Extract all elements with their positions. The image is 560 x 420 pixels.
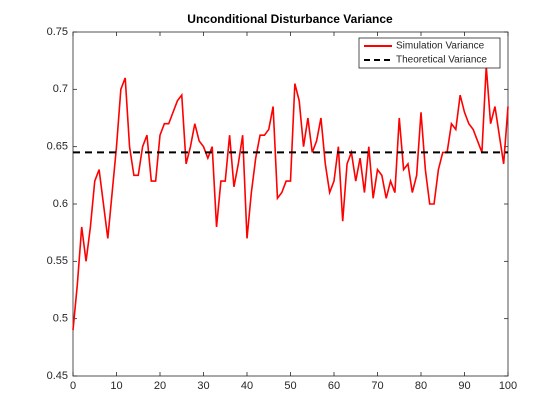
chart-title: Unconditional Disturbance Variance (187, 12, 393, 26)
x-tick-label: 10 (110, 380, 122, 392)
y-tick-label: 0.45 (47, 370, 68, 382)
y-tick-label: 0.5 (53, 313, 68, 325)
x-tick-label: 90 (458, 380, 470, 392)
y-tick-label: 0.55 (47, 255, 68, 267)
x-tick-label: 20 (154, 380, 166, 392)
legend-label: Simulation Variance (396, 41, 485, 52)
x-tick-label: 80 (415, 380, 427, 392)
x-tick-label: 40 (241, 380, 253, 392)
x-tick-label: 60 (328, 380, 340, 392)
x-tick-label: 0 (70, 380, 76, 392)
y-tick-label: 0.6 (53, 198, 68, 210)
y-tick-label: 0.65 (47, 141, 68, 153)
legend-box (358, 37, 501, 69)
x-tick-label: 100 (499, 380, 517, 392)
x-tick-label: 70 (371, 380, 383, 392)
x-tick-label: 50 (284, 380, 296, 392)
series-line (72, 66, 509, 331)
y-tick-label: 0.7 (53, 83, 68, 95)
plot-area (72, 31, 509, 377)
y-tick-label: 0.75 (47, 26, 68, 38)
x-tick-label: 30 (197, 380, 209, 392)
legend-label: Theoretical Variance (396, 55, 487, 66)
